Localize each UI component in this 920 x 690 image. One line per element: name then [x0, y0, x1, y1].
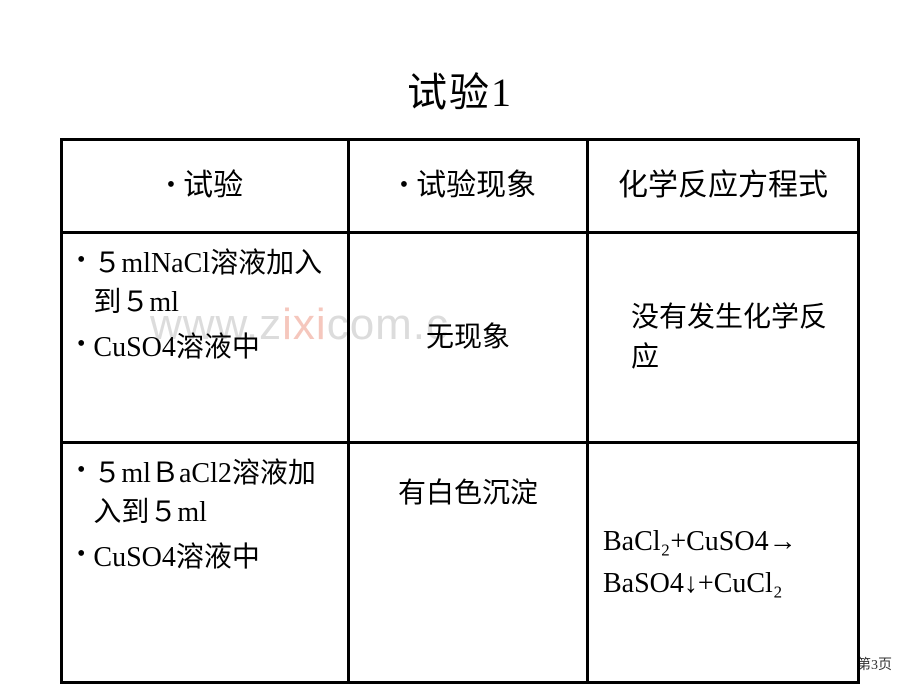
experiment-table-wrap: • 试验 • 试验现象 化学反应方程式 • [0, 138, 920, 684]
experiment-table: • 试验 • 试验现象 化学反应方程式 • [60, 138, 860, 684]
bullet-icon: • [77, 538, 85, 572]
page-title: 试验1 [0, 0, 920, 138]
bullet-icon: • [400, 169, 408, 203]
bullet-icon: • [77, 328, 85, 362]
experiment-2-desc: • ５mlＢaCl2溶液加入到５ml • CuSO4溶液中 [62, 443, 349, 683]
experiment-1-desc: • ５mlNaCl溶液加入到５ml • CuSO4溶液中 [62, 233, 349, 443]
table-row: • ５mlＢaCl2溶液加入到５ml • CuSO4溶液中 有白色沉淀 BaCl… [62, 443, 859, 683]
header-phenomenon: • 试验现象 [348, 140, 587, 233]
experiment-1-equation: 没有发生化学反应 [588, 233, 859, 443]
header-equation: 化学反应方程式 [588, 140, 859, 233]
experiment-1-phenomenon: 无现象 [348, 233, 587, 443]
bullet-icon: • [77, 244, 85, 278]
bullet-icon: • [167, 169, 175, 203]
header-experiment: • 试验 [62, 140, 349, 233]
bullet-icon: • [77, 454, 85, 488]
table-header-row: • 试验 • 试验现象 化学反应方程式 [62, 140, 859, 233]
table-row: • ５mlNaCl溶液加入到５ml • CuSO4溶液中 无现象 没有发生化学反… [62, 233, 859, 443]
experiment-2-equation: BaCl₂+CuSO4→ BaSO4↓+CuCl₂ [588, 443, 859, 683]
experiment-2-phenomenon: 有白色沉淀 [348, 443, 587, 683]
